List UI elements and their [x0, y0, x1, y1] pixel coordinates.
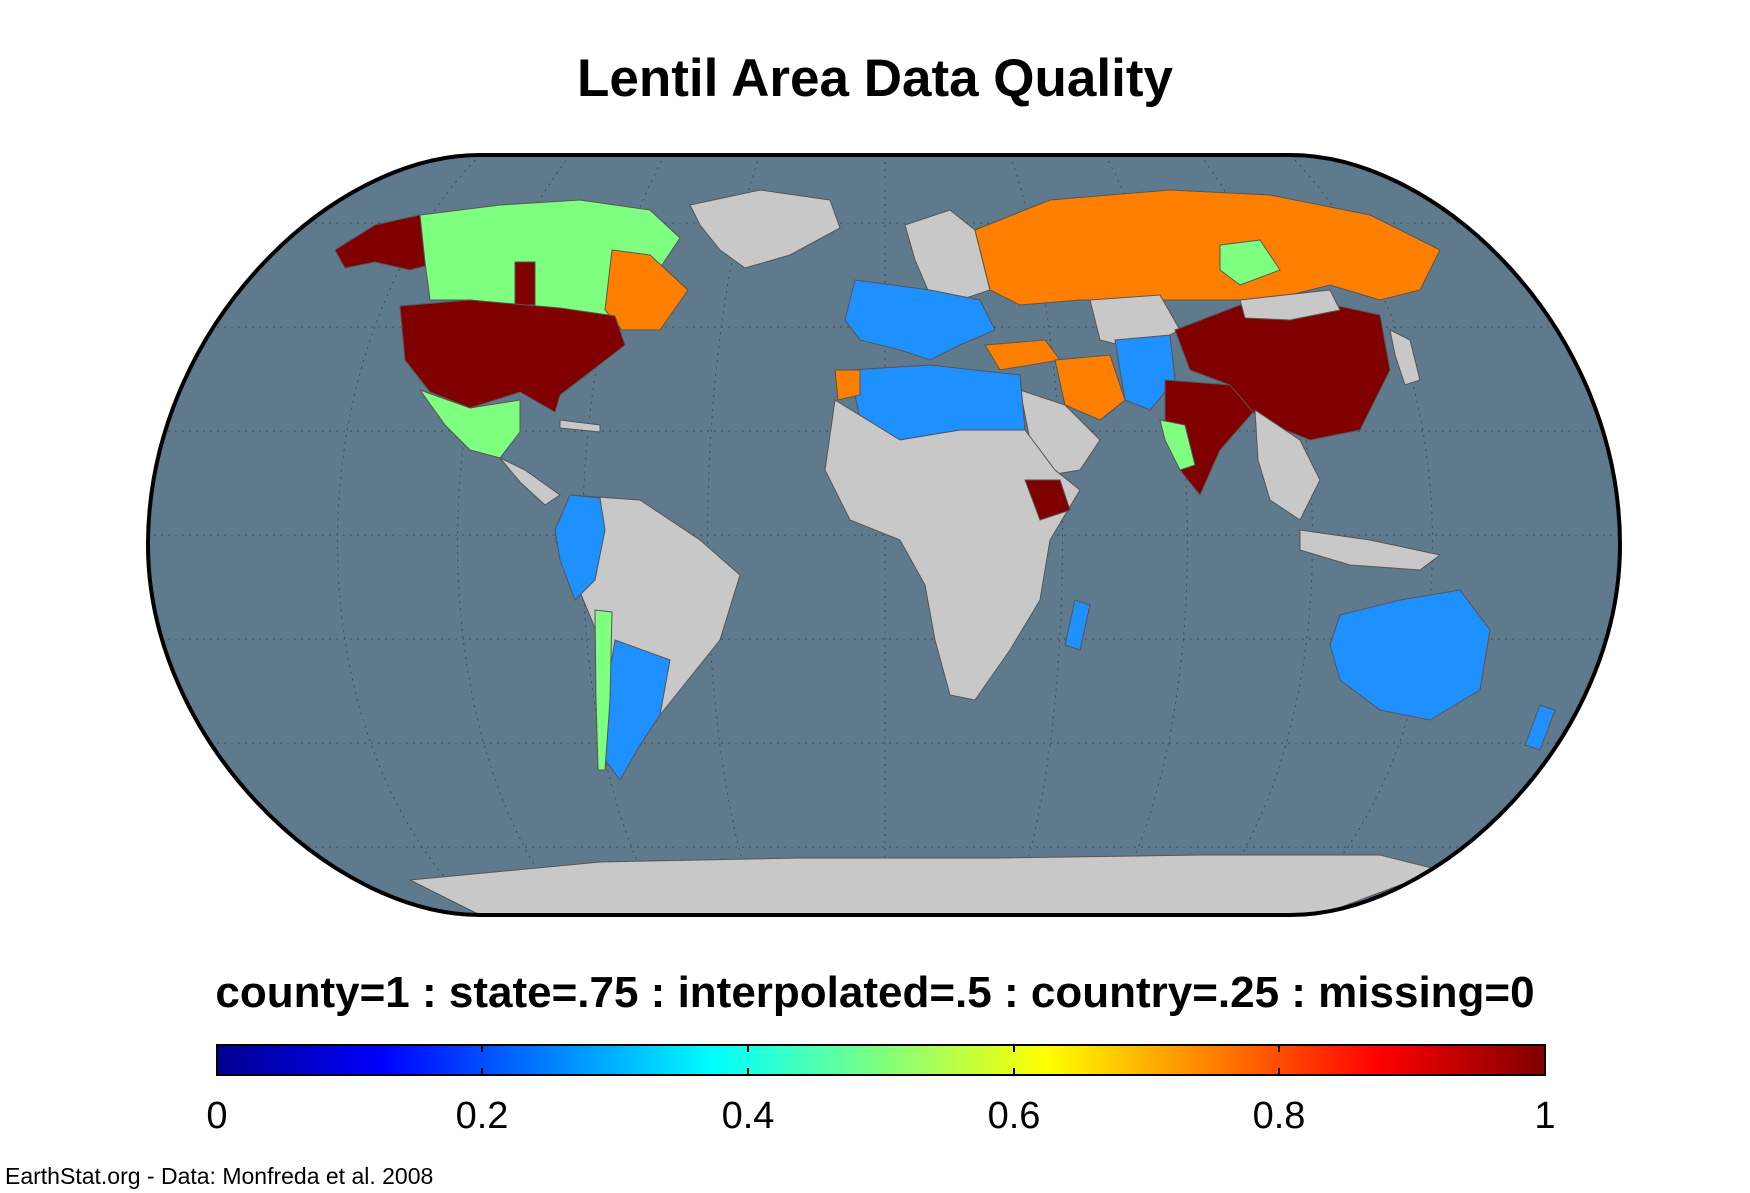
colorbar-tick-label: 0.6 [987, 1095, 1041, 1137]
region-usa [399, 299, 626, 413]
land [334, 189, 1556, 915]
colorbar-tick-label: 0.8 [1252, 1095, 1306, 1137]
region-southeast-asia [1254, 409, 1321, 521]
region-central-america [499, 457, 561, 506]
region-mexico [418, 388, 521, 459]
region-indonesia [1299, 529, 1442, 571]
region-europe-west [844, 279, 996, 361]
map-title: Lentil Area Data Quality [577, 49, 1173, 108]
region-russia [974, 189, 1441, 306]
region-europe-north [904, 209, 991, 301]
region-caribbean [559, 419, 601, 433]
region-canadian-prairies [514, 261, 536, 306]
region-antarctica [408, 854, 1442, 915]
region-africa [824, 399, 1081, 701]
region-russia-interp [1219, 239, 1281, 286]
colorbar-tick-label: 0 [206, 1095, 228, 1137]
region-colombia-peru [554, 494, 606, 601]
region-new-zealand [1524, 704, 1556, 751]
legend-caption: county=1 : state=.75 : interpolated=.5 :… [215, 968, 1535, 1017]
region-mongolia [1239, 289, 1341, 321]
colorbar-tick-label: 1 [1534, 1095, 1556, 1137]
colorbar-ticks [481, 1045, 1280, 1075]
region-australia [1329, 589, 1491, 721]
colorbar-tick-label: 0.4 [721, 1095, 775, 1137]
region-morocco [834, 369, 861, 401]
source-credit: EarthStat.org - Data: Monfreda et al. 20… [5, 1163, 434, 1189]
region-chile [594, 609, 613, 771]
region-japan-korea [1389, 329, 1421, 386]
region-india-interp [1159, 419, 1196, 471]
colorbar [216, 1044, 1546, 1076]
region-iran [1054, 354, 1126, 421]
region-quebec [604, 249, 689, 331]
region-greenland [689, 189, 841, 269]
region-ethiopia [1024, 479, 1071, 521]
region-afghanistan-pakistan [1114, 334, 1176, 411]
globe-frame [145, 153, 1623, 917]
region-madagascar [1064, 599, 1091, 651]
colorbar-tick-label: 0.2 [455, 1095, 509, 1137]
